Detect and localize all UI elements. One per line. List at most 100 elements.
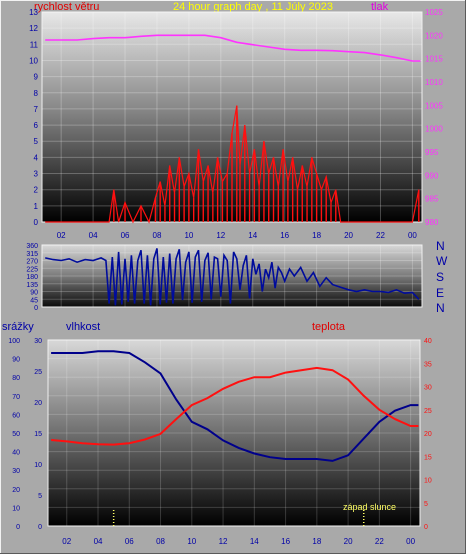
pressure-tick-label: 1000 (425, 125, 443, 134)
compass-s: S (436, 270, 445, 284)
wind-tick-label: 10 (29, 56, 38, 65)
frame-top (0, 0, 466, 1)
humidity-tick-label: 90 (12, 357, 20, 364)
temperature-tick-label: 10 (424, 478, 432, 485)
x-tick-label: 20 (344, 537, 353, 546)
wind-speed-label: rychlost větru (34, 1, 100, 13)
x-tick-label: 08 (153, 231, 162, 240)
temperature-tick-label: 20 (424, 431, 432, 438)
pressure-tick-label: 985 (425, 195, 439, 204)
x-tick-label: 12 (216, 231, 225, 240)
temperature-line (51, 366, 419, 446)
precip-tick-label: 0 (38, 524, 42, 531)
direction-tick-label: 90 (30, 290, 38, 297)
precip-tick-label: 15 (34, 431, 42, 438)
temperature-tick-label: 5 (424, 501, 428, 508)
direction-tick-label: 270 (26, 259, 38, 266)
wind-direction-line (45, 248, 420, 306)
pressure-tick-label: 980 (425, 218, 439, 227)
wind-tick-label: 12 (29, 24, 38, 33)
compass-n-bottom: N (436, 301, 445, 315)
temperature-label: teplota (312, 321, 346, 333)
x-tick-label: 16 (280, 231, 289, 240)
pressure-label: tlak (371, 1, 389, 13)
wind-series (45, 34, 421, 224)
wind-tick-label: 8 (34, 89, 39, 98)
direction-tick-label: 225 (26, 266, 38, 273)
wind-pressure-chart: 0123456789101112139809859909951000100510… (29, 8, 443, 240)
x-tick-label: 10 (187, 537, 196, 546)
x-tick-label: 22 (376, 231, 385, 240)
wind-tick-label: 7 (34, 105, 39, 114)
humidity-tick-label: 40 (12, 450, 20, 457)
wind-tick-label: 0 (34, 218, 39, 227)
frame-left (0, 0, 1, 554)
x-tick-label: 22 (375, 537, 384, 546)
humidity-tick-label: 0 (16, 524, 20, 531)
wind-tick-label: 6 (34, 121, 39, 130)
humidity-tick-label: 30 (12, 468, 20, 475)
x-tick-label: 04 (94, 537, 103, 546)
temperature-tick-label: 0 (424, 524, 428, 531)
wind-tick-label: 2 (34, 186, 39, 195)
pressure-tick-label: 1005 (425, 101, 443, 110)
humidity-tick-label: 80 (12, 375, 20, 382)
x-tick-label: 18 (312, 231, 321, 240)
temperature-tick-label: 40 (424, 338, 432, 345)
pressure-tick-label: 995 (425, 148, 439, 157)
temperature-tick-label: 35 (424, 361, 432, 368)
direction-tick-label: 315 (26, 251, 38, 258)
wind-axis-ticks: 0123456789101112139809859909951000100510… (29, 8, 443, 240)
x-tick-label: 06 (121, 231, 130, 240)
x-tick-label: 00 (408, 231, 417, 240)
humidity-tick-label: 100 (8, 338, 20, 345)
x-tick-label: 18 (312, 537, 321, 546)
humidity-line (51, 350, 419, 462)
humidity-grid (48, 339, 420, 527)
temperature-tick-label: 30 (424, 385, 432, 392)
wind-tick-label: 3 (34, 170, 39, 179)
wind-tick-label: 5 (34, 137, 39, 146)
humidity-tick-label: 10 (12, 505, 20, 512)
humidity-axis-ticks: 0102030405060708090100051015202530051015… (8, 338, 432, 546)
pressure-tick-label: 1020 (425, 31, 443, 40)
precip-tick-label: 30 (34, 338, 42, 345)
x-tick-label: 08 (156, 537, 165, 546)
x-tick-label: 12 (219, 537, 228, 546)
compass-w: W (436, 254, 448, 268)
precip-tick-label: 10 (34, 462, 42, 469)
wind-speed-line (45, 105, 420, 224)
x-tick-label: 04 (89, 231, 98, 240)
compass-e: E (436, 286, 445, 300)
wind-tick-label: 4 (34, 153, 39, 162)
humidity-label: vlhkost (66, 321, 101, 333)
x-tick-label: 16 (281, 537, 290, 546)
x-tick-label: 06 (125, 537, 134, 546)
temperature-tick-label: 25 (424, 408, 432, 415)
humidity-tick-label: 70 (12, 394, 20, 401)
pressure-line (45, 34, 421, 62)
wind-tick-label: 9 (34, 73, 39, 82)
x-tick-label: 00 (406, 537, 415, 546)
wind-tick-label: 13 (29, 8, 38, 17)
direction-series (45, 248, 420, 306)
x-tick-label: 14 (250, 537, 259, 546)
precip-tick-label: 20 (34, 400, 42, 407)
humidity-tick-label: 50 (12, 431, 20, 438)
x-tick-label: 10 (184, 231, 193, 240)
precip-tick-label: 25 (34, 369, 42, 376)
direction-tick-label: 45 (30, 297, 38, 304)
wind-tick-label: 11 (30, 40, 39, 49)
sunset-label: západ slunce (343, 502, 397, 512)
chart-title: 24 hour graph day , 11 Júly 2023 (173, 1, 334, 13)
direction-tick-label: 0 (34, 305, 38, 312)
humidity-temperature-chart: 0102030405060708090100051015202530051015… (8, 338, 432, 546)
humidity-plot-area (47, 339, 421, 527)
wind-tick-label: 1 (34, 202, 39, 211)
pressure-tick-label: 1025 (425, 8, 443, 17)
x-tick-label: 20 (344, 231, 353, 240)
x-tick-label: 02 (57, 231, 66, 240)
